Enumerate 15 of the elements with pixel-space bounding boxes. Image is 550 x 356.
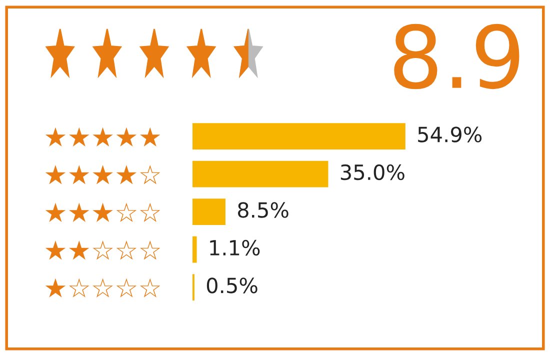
- data-label: 8.5%: [238, 202, 288, 218]
- y-tick-label: ★★★★☆: [45, 165, 160, 184]
- data-label: 1.1%: [210, 240, 260, 256]
- data-label: 35.0%: [340, 164, 404, 180]
- bar: [192, 160, 328, 188]
- y-tick-label: ★★☆☆☆: [45, 240, 160, 260]
- text: 8.9: [394, 24, 520, 90]
- bar: [192, 198, 226, 226]
- y-tick-label: ★★★☆☆: [45, 202, 160, 222]
- y-tick-label: ★☆☆☆☆: [45, 278, 160, 298]
- bar: [192, 236, 197, 263]
- data-label: 54.9%: [418, 126, 482, 142]
- y-tick-label: ★★★★★: [45, 127, 160, 146]
- bar: [192, 123, 406, 150]
- data-label: 0.5%: [206, 278, 258, 294]
